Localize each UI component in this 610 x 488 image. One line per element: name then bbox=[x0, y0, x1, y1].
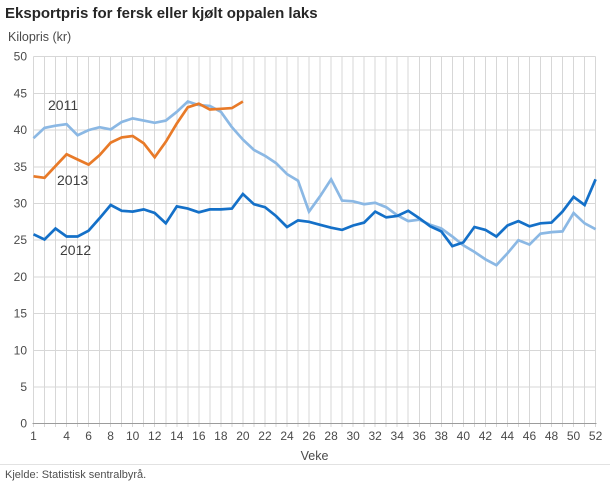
x-tick-label: 28 bbox=[324, 429, 338, 443]
series-label-2012: 2012 bbox=[60, 242, 92, 258]
x-tick-label: 50 bbox=[567, 429, 581, 443]
x-tick-label: 40 bbox=[457, 429, 471, 443]
y-tick-label: 5 bbox=[20, 380, 27, 394]
x-tick-label: 20 bbox=[236, 429, 250, 443]
series-line-2011 bbox=[32, 99, 597, 267]
x-tick-label: 6 bbox=[85, 429, 92, 443]
x-tick-label: 38 bbox=[435, 429, 449, 443]
y-tick-label: 0 bbox=[20, 417, 27, 431]
x-tick-label: 44 bbox=[501, 429, 515, 443]
series-line-2012 bbox=[32, 178, 597, 248]
source-divider bbox=[0, 464, 610, 465]
x-tick-label: 16 bbox=[192, 429, 206, 443]
x-tick-label: 18 bbox=[214, 429, 228, 443]
series-label-2013: 2013 bbox=[57, 172, 89, 188]
gridlines bbox=[33, 56, 597, 428]
y-tick-label: 15 bbox=[14, 307, 28, 321]
page-title: Eksportpris for fersk eller kjølt oppale… bbox=[5, 5, 318, 22]
x-tick-label: 26 bbox=[302, 429, 316, 443]
x-tick-label: 34 bbox=[391, 429, 405, 443]
y-tick-label: 30 bbox=[14, 197, 28, 211]
x-tick-label: 14 bbox=[170, 429, 184, 443]
series-label-2011: 2011 bbox=[48, 97, 79, 113]
source-text: Kjelde: Statistisk sentralbyrå. bbox=[5, 469, 147, 481]
x-tick-label: 22 bbox=[258, 429, 272, 443]
y-tick-label: 10 bbox=[14, 343, 28, 357]
x-axis-title: Veke bbox=[300, 449, 329, 463]
y-tick-label: 25 bbox=[14, 233, 28, 247]
y-tick-label: 40 bbox=[14, 123, 28, 137]
x-tick-label: 10 bbox=[126, 429, 140, 443]
series-line-2013 bbox=[33, 100, 244, 180]
x-tick-label: 30 bbox=[346, 429, 360, 443]
x-tick-label: 42 bbox=[479, 429, 493, 443]
x-tick-label: 8 bbox=[107, 429, 114, 443]
y-tick-label: 20 bbox=[14, 270, 28, 284]
x-tick-label: 46 bbox=[523, 429, 537, 443]
x-tick-label: 48 bbox=[545, 429, 559, 443]
y-tick-label: 45 bbox=[14, 86, 28, 100]
y-axis-title: Kilopris (kr) bbox=[8, 30, 72, 44]
x-tick-label: 4 bbox=[63, 429, 70, 443]
x-tick-label: 32 bbox=[368, 429, 382, 443]
y-tick-label: 50 bbox=[14, 50, 28, 64]
x-tick-label: 1 bbox=[30, 429, 37, 443]
x-tick-label: 36 bbox=[413, 429, 427, 443]
x-tick-label: 24 bbox=[280, 429, 294, 443]
y-tick-label: 35 bbox=[14, 160, 28, 174]
x-tick-label: 52 bbox=[589, 429, 603, 443]
x-tick-label: 12 bbox=[148, 429, 162, 443]
